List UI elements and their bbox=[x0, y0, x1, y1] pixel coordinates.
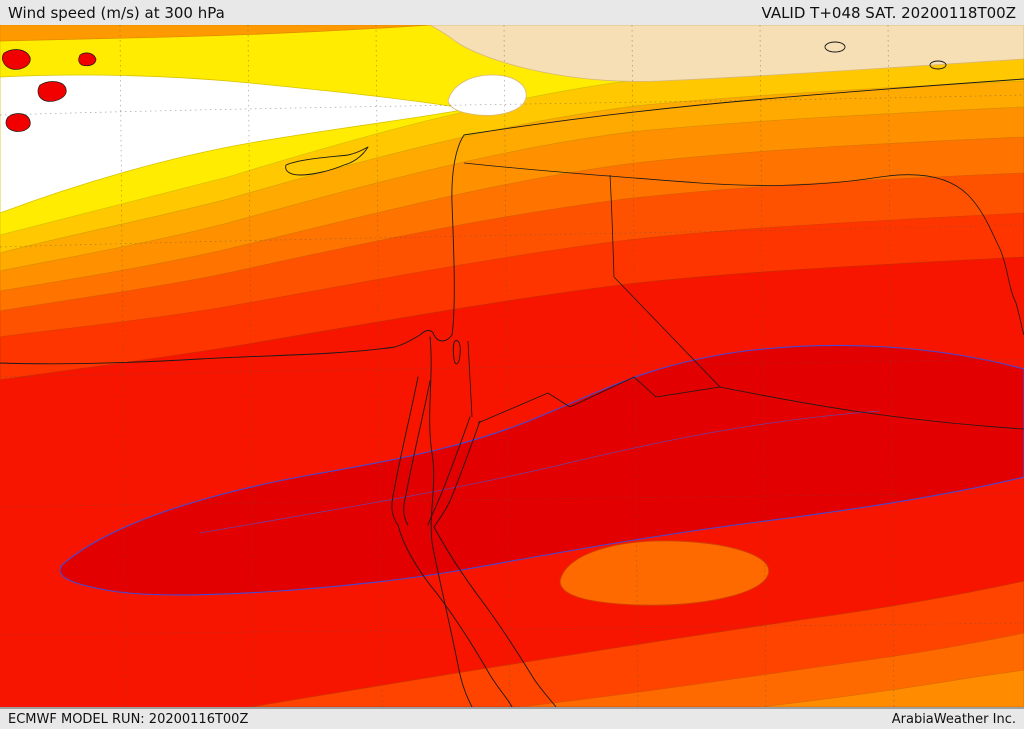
island-max-1 bbox=[2, 49, 31, 70]
wind-speed-contour-map bbox=[0, 25, 1024, 707]
red-sea-east-shore bbox=[433, 526, 557, 707]
border-turkey-syria-iraq bbox=[463, 162, 1024, 336]
contour-core-inner-line bbox=[199, 410, 881, 534]
contour-south-band-3 bbox=[759, 669, 1024, 707]
valid-time-label: VALID T+048 SAT. 20200118T00Z bbox=[761, 3, 1016, 22]
country-borders bbox=[463, 162, 1024, 430]
header-bar: Wind speed (m/s) at 300 hPa VALID T+048 … bbox=[0, 0, 1024, 25]
coastlines bbox=[0, 41, 1024, 707]
border-syria-jordan bbox=[609, 174, 615, 278]
map-title: Wind speed (m/s) at 300 hPa bbox=[8, 3, 225, 22]
border-jordan-iraq bbox=[613, 276, 721, 388]
border-iraq-saudi bbox=[719, 386, 1024, 430]
island-max-4 bbox=[78, 52, 97, 67]
contour-patch-orange bbox=[559, 540, 770, 606]
contour-strip-top-orange bbox=[0, 25, 431, 42]
anatolia-lake-1 bbox=[824, 41, 846, 53]
gulf-of-suez-east bbox=[403, 380, 431, 526]
map-canvas bbox=[0, 25, 1024, 707]
mediterranean-coast bbox=[0, 78, 1024, 365]
contour-band-tan bbox=[429, 25, 1024, 82]
footer-bar: ECMWF MODEL RUN: 20200116T00Z ArabiaWeat… bbox=[0, 707, 1024, 729]
red-sea-west-shore bbox=[397, 524, 513, 707]
border-jordan-saudi bbox=[477, 376, 721, 424]
nile-river bbox=[429, 336, 473, 707]
contour-south-band-2 bbox=[519, 632, 1024, 707]
cyprus-island bbox=[285, 146, 369, 176]
anatolia-lake-2 bbox=[929, 60, 947, 70]
graticule bbox=[0, 25, 1024, 707]
border-egypt-israel bbox=[467, 340, 473, 418]
gulf-of-suez-west bbox=[391, 376, 419, 526]
gulf-of-aqaba-east bbox=[433, 420, 481, 528]
island-maxima-group bbox=[2, 49, 97, 132]
island-max-2 bbox=[37, 81, 67, 102]
dead-sea bbox=[452, 340, 461, 365]
contour-band-white-patch bbox=[447, 74, 527, 116]
island-max-3 bbox=[5, 113, 31, 132]
model-run-label: ECMWF MODEL RUN: 20200116T00Z bbox=[8, 711, 249, 727]
gulf-of-aqaba-west bbox=[427, 416, 471, 526]
brand-label: ArabiaWeather Inc. bbox=[891, 711, 1016, 727]
